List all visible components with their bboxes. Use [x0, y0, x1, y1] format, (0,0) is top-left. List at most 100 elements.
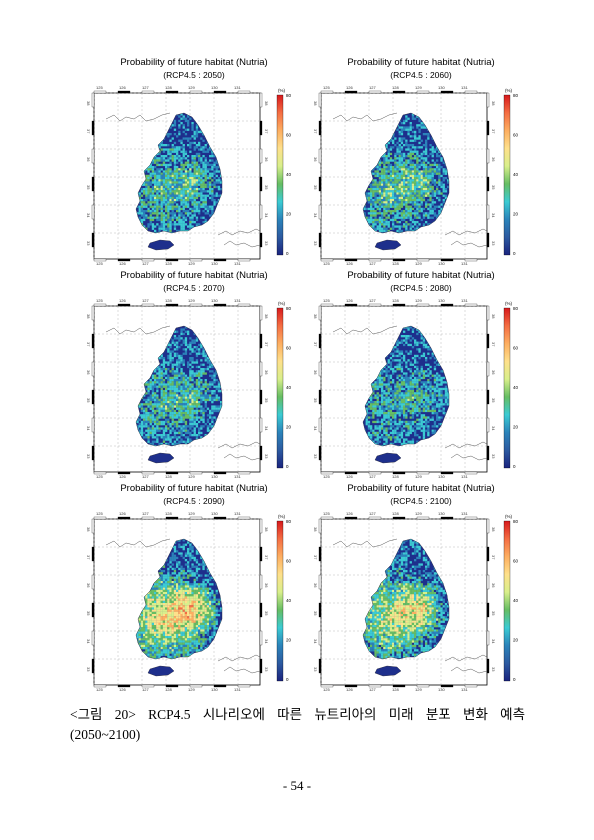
- panel-title: Probability of future habitat (Nutria): [347, 57, 495, 68]
- colorbar: (%)80 60 40 20 0: [276, 301, 292, 469]
- lon-tick-label: 131: [234, 687, 241, 691]
- lat-tick-label: 35: [264, 398, 269, 403]
- lat-tick-label: 34: [86, 426, 91, 431]
- lon-tick-label: 125: [96, 511, 103, 516]
- lon-tick-label: 130: [438, 85, 445, 90]
- lat-tick-label: 36: [491, 583, 496, 588]
- lon-tick-label: 126: [119, 85, 126, 90]
- colorbar-tick-label: 0: [513, 464, 516, 469]
- colorbar-tick-label: 0: [286, 677, 289, 682]
- lat-tick-label: 36: [86, 157, 91, 162]
- lat-tick-label: 38: [86, 314, 91, 319]
- lat-tick-label: 36: [264, 370, 269, 375]
- lat-tick-label: 38: [491, 527, 496, 532]
- lat-tick-label: 37: [86, 555, 91, 560]
- lon-tick-label: 130: [438, 474, 445, 478]
- lon-tick-label: 129: [415, 511, 422, 516]
- lon-tick-label: 125: [323, 298, 330, 303]
- map-panel-2070: Probability of future habitat (Nutria) (…: [84, 270, 324, 478]
- lat-tick-label: 37: [264, 342, 269, 347]
- colorbar-tick-label: 40: [513, 385, 519, 390]
- lon-tick-label: 131: [234, 261, 241, 265]
- lon-tick-label: 130: [438, 261, 445, 265]
- lon-tick-label: 126: [119, 298, 126, 303]
- lon-tick-label: 128: [392, 298, 399, 303]
- lon-tick-label: 129: [188, 85, 195, 90]
- lon-tick-label: 128: [165, 474, 172, 478]
- colorbar: (%)80 60 40 20 0: [503, 301, 519, 469]
- panel-title: Probability of future habitat (Nutria): [347, 483, 495, 494]
- lat-tick-label: 33: [86, 241, 91, 246]
- lon-tick-label: 125: [323, 474, 330, 478]
- lat-tick-label: 36: [86, 583, 91, 588]
- lon-tick-label: 126: [119, 261, 126, 265]
- lon-tick-label: 127: [142, 261, 149, 265]
- map-panel-2060: Probability of future habitat (Nutria) (…: [311, 57, 551, 265]
- colorbar-tick-label: 80: [513, 519, 519, 524]
- lon-tick-label: 128: [165, 261, 172, 265]
- colorbar-unit: (%): [278, 514, 285, 519]
- lon-tick-label: 126: [119, 511, 126, 516]
- colorbar-tick-label: 40: [286, 172, 292, 177]
- lon-tick-label: 126: [346, 261, 353, 265]
- lat-tick-label: 38: [313, 314, 318, 319]
- lon-tick-label: 128: [392, 687, 399, 691]
- colorbar-tick-label: 60: [513, 133, 519, 138]
- lon-tick-label: 126: [346, 85, 353, 90]
- colorbar-tick-label: 60: [286, 133, 292, 138]
- lat-tick-label: 34: [86, 639, 91, 644]
- lat-tick-label: 33: [491, 454, 496, 459]
- lon-tick-label: 129: [415, 85, 422, 90]
- lon-tick-label: 125: [96, 85, 103, 90]
- panel-subtitle: (RCP4.5 : 2090): [163, 496, 225, 506]
- colorbar-tick-label: 60: [286, 559, 292, 564]
- lat-tick-label: 38: [491, 101, 496, 106]
- lat-tick-label: 36: [264, 583, 269, 588]
- lon-tick-label: 131: [461, 85, 468, 90]
- colorbar: (%)80 60 40 20 0: [503, 514, 519, 682]
- colorbar-tick-label: 0: [513, 677, 516, 682]
- colorbar-tick-label: 80: [513, 306, 519, 311]
- colorbar-unit: (%): [505, 301, 512, 306]
- lon-tick-label: 126: [346, 298, 353, 303]
- lat-tick-label: 35: [313, 611, 318, 616]
- lon-tick-label: 131: [461, 298, 468, 303]
- colorbar-tick-label: 60: [513, 559, 519, 564]
- lat-tick-label: 37: [491, 129, 496, 134]
- lon-tick-label: 127: [369, 298, 376, 303]
- lat-tick-label: 35: [313, 398, 318, 403]
- lon-tick-label: 130: [211, 474, 218, 478]
- lat-tick-label: 35: [86, 611, 91, 616]
- lat-tick-label: 33: [264, 241, 269, 246]
- colorbar-tick-label: 0: [513, 251, 516, 256]
- lon-tick-label: 127: [369, 687, 376, 691]
- lat-tick-label: 38: [264, 101, 269, 106]
- colorbar-tick-label: 80: [513, 93, 519, 98]
- lon-tick-label: 131: [234, 85, 241, 90]
- lat-tick-label: 35: [86, 398, 91, 403]
- lat-tick-label: 35: [264, 185, 269, 190]
- lon-tick-label: 125: [96, 687, 103, 691]
- lat-tick-label: 38: [86, 101, 91, 106]
- lon-tick-label: 127: [142, 85, 149, 90]
- lon-tick-label: 130: [438, 298, 445, 303]
- lat-tick-label: 33: [264, 667, 269, 672]
- lat-tick-label: 34: [313, 639, 318, 644]
- lat-tick-label: 37: [86, 129, 91, 134]
- lon-tick-label: 131: [461, 474, 468, 478]
- colorbar-tick-label: 40: [513, 598, 519, 603]
- lat-tick-label: 36: [491, 157, 496, 162]
- panel-title: Probability of future habitat (Nutria): [347, 270, 495, 281]
- colorbar-tick-label: 60: [286, 346, 292, 351]
- lon-tick-label: 131: [234, 298, 241, 303]
- lon-tick-label: 128: [165, 511, 172, 516]
- map-panel-2080: Probability of future habitat (Nutria) (…: [311, 270, 551, 478]
- panel-title: Probability of future habitat (Nutria): [120, 270, 268, 281]
- page-number: - 54 -: [282, 778, 312, 793]
- lon-tick-label: 127: [369, 474, 376, 478]
- panel-title: Probability of future habitat (Nutria): [120, 57, 268, 68]
- lon-tick-label: 131: [461, 687, 468, 691]
- lat-tick-label: 35: [491, 398, 496, 403]
- lat-tick-label: 33: [86, 667, 91, 672]
- panel-subtitle: (RCP4.5 : 2070): [163, 283, 225, 293]
